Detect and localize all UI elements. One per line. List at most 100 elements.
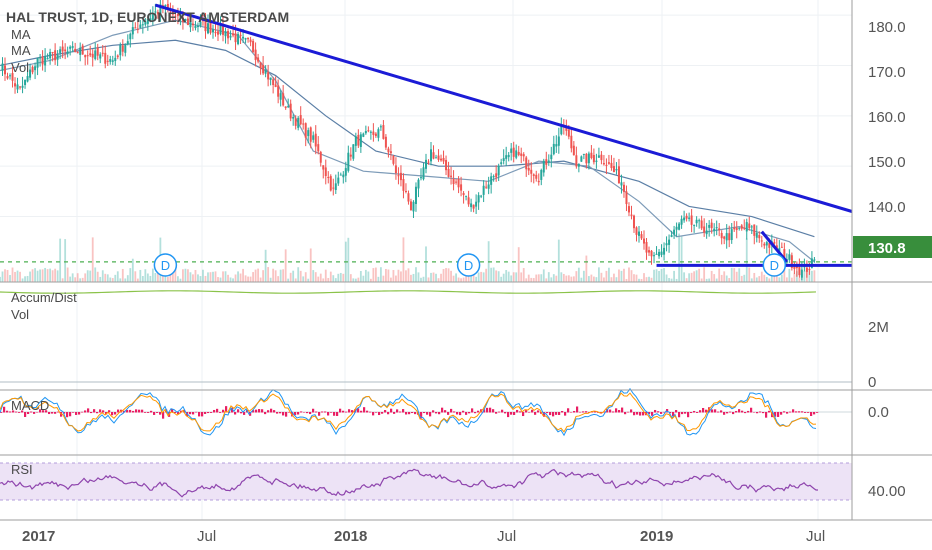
volume-bar xyxy=(552,274,555,282)
macd-bar xyxy=(114,412,117,415)
macd-bar xyxy=(219,412,222,413)
candle-body xyxy=(186,18,189,26)
macd-bar xyxy=(192,412,195,415)
candle-body xyxy=(575,155,578,167)
volume-bar xyxy=(329,271,332,282)
volume-bar xyxy=(304,272,307,282)
candle-body xyxy=(314,133,317,147)
candle-body xyxy=(525,157,528,170)
volume-bar xyxy=(54,268,57,282)
candle-body xyxy=(635,227,638,235)
macd-bar xyxy=(459,412,462,416)
volume-bar xyxy=(728,278,731,282)
volume-bar xyxy=(144,269,147,282)
macd-bar xyxy=(699,410,702,413)
volume-bar xyxy=(432,272,435,282)
volume-bar xyxy=(685,278,688,282)
macd-bar xyxy=(744,412,747,414)
dividend-marker[interactable]: D xyxy=(456,253,481,277)
volume-bar xyxy=(435,273,437,282)
candle-body xyxy=(59,49,62,53)
macd-bar xyxy=(654,409,657,413)
chart-legend[interactable]: HAL TRUST, 1D, EURONEXT AMSTERDAM MA MA … xyxy=(6,9,289,75)
macd-bar xyxy=(357,408,360,413)
volume-bar xyxy=(608,267,610,282)
candle-body xyxy=(435,157,438,159)
candle-body xyxy=(214,31,217,34)
candle-body xyxy=(409,201,412,211)
volume-bar xyxy=(755,277,758,282)
volume-bar xyxy=(758,276,761,282)
candle-body xyxy=(156,11,159,15)
price-axis[interactable]: 180.0 170.0 160.0 150.0 140.0 xyxy=(868,19,906,216)
volume-bar xyxy=(34,268,36,282)
price-tick: 170.0 xyxy=(868,64,906,81)
macd-bar xyxy=(285,412,288,417)
dividend-marker[interactable]: D xyxy=(762,253,787,277)
volume-bar xyxy=(214,271,217,282)
vol-label: Vol xyxy=(11,307,29,322)
volume-bar xyxy=(9,275,11,282)
volume-bar xyxy=(480,271,483,282)
candle-body xyxy=(407,193,410,202)
indicator-label: MA xyxy=(11,27,31,42)
candle-body xyxy=(795,265,798,269)
macd-bar xyxy=(138,409,141,413)
candle-body xyxy=(354,136,357,146)
volume-bar xyxy=(460,278,462,282)
macd-bar xyxy=(330,412,333,413)
volume-bar xyxy=(492,267,495,282)
volume-bar xyxy=(207,272,209,282)
time-axis[interactable]: 2017 Jul 2018 Jul 2019 Jul xyxy=(22,528,825,545)
volume-bar xyxy=(385,268,387,282)
candle-body xyxy=(490,176,493,185)
candle-body xyxy=(425,159,427,169)
candle-body xyxy=(455,181,458,183)
volume-bar xyxy=(76,273,79,282)
volume-bar xyxy=(354,278,357,282)
volume-bar xyxy=(753,272,756,282)
volume-bar xyxy=(257,268,260,282)
macd-bar xyxy=(585,411,588,413)
volume-bar xyxy=(397,269,400,282)
macd-bar xyxy=(171,409,174,413)
volume-bar xyxy=(630,270,633,282)
candle-body xyxy=(763,243,766,246)
candle-body xyxy=(813,259,816,261)
candle-body xyxy=(650,250,653,257)
time-tick: Jul xyxy=(806,528,825,545)
macd-bar xyxy=(183,409,186,413)
candle-body xyxy=(698,220,701,222)
macd-bar xyxy=(624,412,627,415)
candle-body xyxy=(109,59,112,62)
volume-bar xyxy=(527,274,530,282)
volume-bar xyxy=(550,277,553,282)
volume-bar xyxy=(209,272,212,282)
candle-body xyxy=(660,251,663,255)
macd-bar xyxy=(447,412,450,415)
macd-bar xyxy=(450,408,453,413)
candle-body xyxy=(379,126,382,128)
macd-bar xyxy=(723,412,726,415)
candle-body xyxy=(327,177,330,179)
volume-bar xyxy=(645,277,648,282)
macd-bar xyxy=(72,412,75,413)
volume-bar xyxy=(307,278,310,282)
volume-bar xyxy=(437,278,440,282)
volume-bars xyxy=(0,233,816,282)
macd-bar xyxy=(201,412,204,417)
macd-bar xyxy=(777,412,780,417)
macd-bar xyxy=(399,411,402,413)
volume-bar xyxy=(56,270,59,282)
candle-body xyxy=(748,223,751,228)
macd-bar xyxy=(93,409,96,413)
dividend-marker[interactable]: D xyxy=(153,253,178,277)
candle-body xyxy=(530,169,533,174)
volume-bar xyxy=(74,277,77,282)
volume-bar xyxy=(149,275,152,282)
candle-body xyxy=(364,131,367,134)
macd-bar xyxy=(126,409,129,413)
macd-bar xyxy=(729,411,732,413)
